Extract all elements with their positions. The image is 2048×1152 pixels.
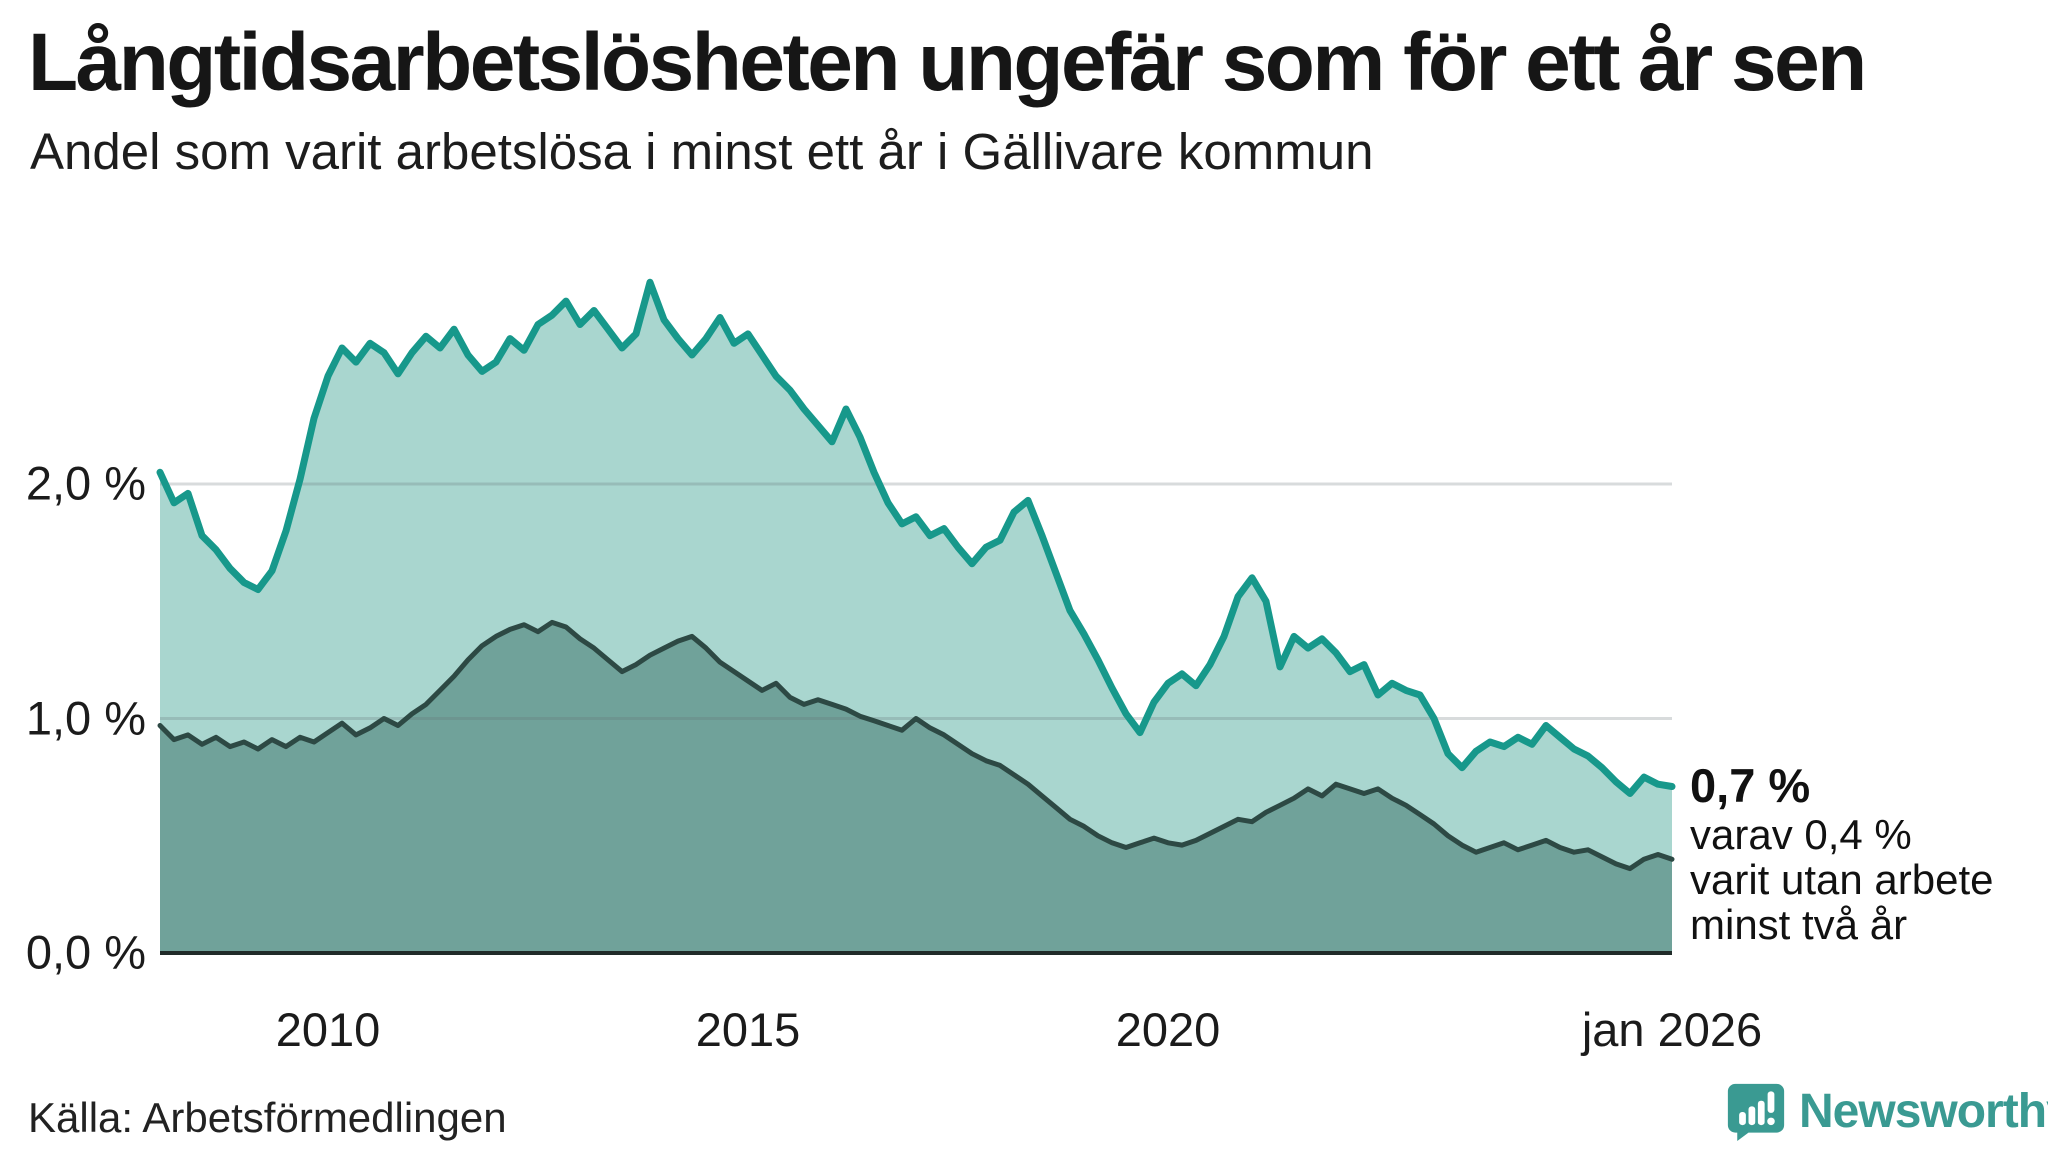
newsworthy-bubble-chart-icon — [1726, 1080, 1786, 1142]
x-tick-label-2020: 2020 — [1115, 1003, 1221, 1056]
x-tick-label-2010: 2010 — [275, 1003, 381, 1056]
annotation-line-3: minst två år — [1690, 901, 1908, 948]
x-tick-label-jan-2026: jan 2026 — [1581, 1003, 1763, 1056]
series-area-two-years — [160, 622, 1672, 953]
source-note: Källa: Arbetsförmedlingen — [28, 1094, 507, 1141]
y-tick-label-0: 0,0 % — [25, 925, 146, 979]
page-title: Långtidsarbetslösheten ungefär som för e… — [28, 17, 1867, 108]
y-tick-label-2: 2,0 % — [25, 456, 146, 510]
end-value-annotation: 0,7 % varav 0,4 % varit utan arbete mins… — [1690, 759, 1994, 948]
annotation-line-2: varit utan arbete — [1690, 856, 1994, 903]
page-subtitle: Andel som varit arbetslösa i minst ett å… — [30, 123, 1374, 180]
annotation-line-1: varav 0,4 % — [1690, 811, 1912, 858]
x-tick-label-2015: 2015 — [695, 1003, 801, 1056]
annotation-value: 0,7 % — [1690, 759, 1811, 812]
series-line-one-year — [156, 278, 1676, 797]
newsworthy-logo: Newsworthy — [1726, 1080, 2048, 1142]
series-line-two-years — [157, 619, 1675, 872]
y-tick-label-1: 1,0 % — [25, 690, 146, 744]
newsworthy-wordmark: Newsworthy — [1799, 1084, 2048, 1138]
